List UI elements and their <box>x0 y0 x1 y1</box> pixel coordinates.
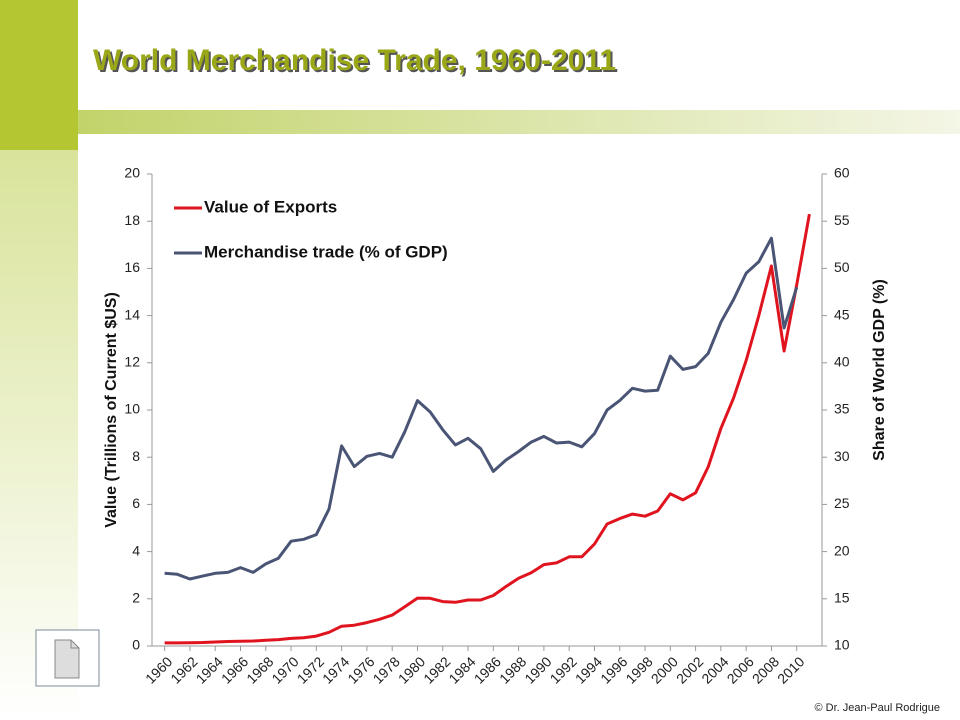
x-tick-label: 1974 <box>319 653 352 686</box>
x-tick-label: 1962 <box>167 653 200 686</box>
x-tick-label: 1980 <box>395 653 428 686</box>
x-tick-label: 2008 <box>749 653 782 686</box>
y2-tick-label: 15 <box>834 590 850 606</box>
y-tick-label: 18 <box>124 212 140 228</box>
x-tick-label: 1976 <box>344 653 377 686</box>
y2-tick-label: 20 <box>834 542 850 558</box>
doc-icon <box>35 629 100 687</box>
x-tick-label: 2002 <box>673 653 706 686</box>
x-tick-label: 2004 <box>698 653 731 686</box>
x-tick-label: 1982 <box>420 653 453 686</box>
y-tick-label: 6 <box>132 495 140 511</box>
y2-tick-label: 10 <box>834 637 850 653</box>
y2-tick-label: 35 <box>834 401 850 417</box>
x-tick-label: 1988 <box>496 653 529 686</box>
chart-title: World Merchandise Trade, 1960-2011 <box>93 44 616 77</box>
x-tick-label: 2006 <box>724 653 757 686</box>
x-tick-label: 1966 <box>218 653 251 686</box>
header-band <box>78 110 960 134</box>
title-shadow: World Merchandise Trade, 1960-2011 <box>95 46 618 79</box>
y-tick-label: 2 <box>132 590 140 606</box>
y-tick-label: 14 <box>124 306 140 322</box>
y-tick-label: 4 <box>132 542 140 558</box>
legend-label: Value of Exports <box>204 197 337 216</box>
series-line <box>164 213 811 645</box>
series-line <box>164 236 799 581</box>
x-tick-label: 2010 <box>774 653 807 686</box>
x-tick-label: 1968 <box>243 653 276 686</box>
y2-tick-label: 50 <box>834 259 850 275</box>
y2-tick-label: 55 <box>834 212 850 228</box>
y-tick-label: 10 <box>124 401 140 417</box>
y-tick-label: 8 <box>132 448 140 464</box>
x-tick-label: 1992 <box>547 653 580 686</box>
y-tick-label: 16 <box>124 259 140 275</box>
x-tick-label: 2000 <box>648 653 681 686</box>
x-tick-label: 1972 <box>294 653 327 686</box>
y2-tick-label: 60 <box>834 165 850 181</box>
x-tick-label: 1960 <box>142 653 175 686</box>
x-tick-label: 1990 <box>521 653 554 686</box>
x-tick-label: 1978 <box>370 653 403 686</box>
x-tick-label: 1994 <box>572 653 605 686</box>
sidebar-fade <box>0 150 78 720</box>
y-tick-label: 12 <box>124 354 140 370</box>
y-axis-label: Value (Trillions of Current $US) <box>103 292 120 528</box>
x-tick-label: 1998 <box>622 653 655 686</box>
x-tick-label: 1964 <box>193 653 226 686</box>
copyright: © Dr. Jean-Paul Rodrigue <box>814 702 940 714</box>
y2-tick-label: 45 <box>834 306 850 322</box>
y-tick-label: 20 <box>124 165 140 181</box>
y-tick-label: 0 <box>132 637 140 653</box>
x-tick-label: 1984 <box>445 653 478 686</box>
legend-label: Merchandise trade (% of GDP) <box>204 242 448 261</box>
sidebar <box>0 0 78 150</box>
x-tick-label: 1970 <box>268 653 301 686</box>
y2-axis-label: Share of World GDP (%) <box>871 279 888 461</box>
x-tick-label: 1996 <box>597 653 630 686</box>
x-tick-label: 1986 <box>471 653 504 686</box>
y2-tick-label: 40 <box>834 354 850 370</box>
y2-tick-label: 25 <box>834 495 850 511</box>
y2-tick-label: 30 <box>834 448 850 464</box>
